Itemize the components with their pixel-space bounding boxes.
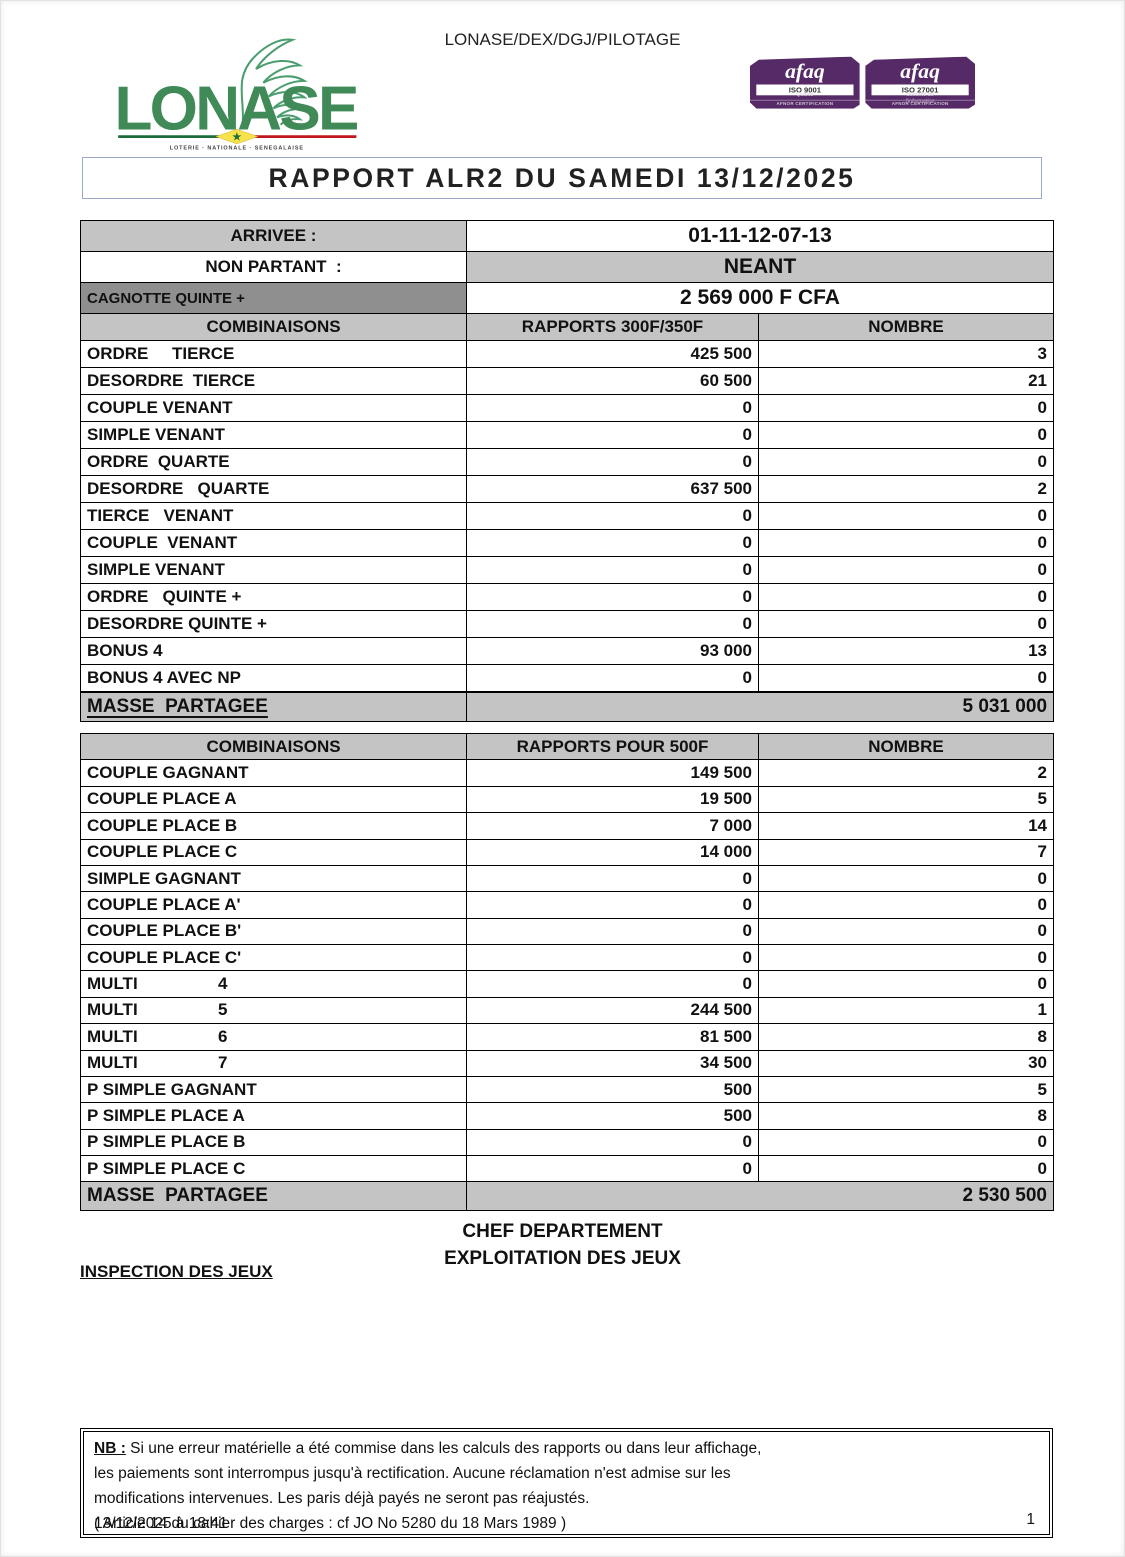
svg-text:★: ★ bbox=[232, 132, 241, 143]
svg-text:LOTERIE · NATIONALE · SENEGALA: LOTERIE · NATIONALE · SENEGALAISE bbox=[170, 145, 304, 151]
